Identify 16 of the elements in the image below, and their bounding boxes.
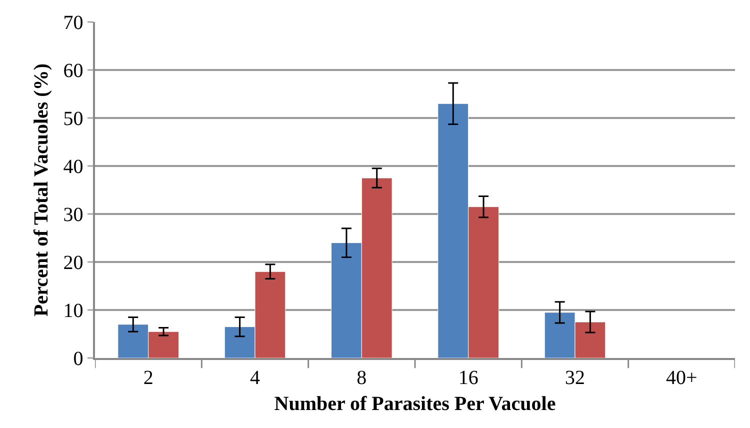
x-tick-label: 2 (143, 366, 154, 389)
x-axis-title: Number of Parasites Per Vacuole (274, 392, 556, 415)
y-axis-title: Percent of Total Vacuoles (%) (30, 64, 52, 316)
y-tick-label: 0 (73, 348, 84, 370)
x-tick-label: 16 (458, 366, 478, 389)
x-tick-label: 8 (356, 366, 367, 389)
y-tick-label: 10 (63, 300, 84, 322)
x-tick-label: 32 (565, 366, 585, 389)
y-tick-label: 50 (63, 108, 84, 130)
y-tick-label: 40 (63, 156, 84, 178)
x-tick-label: 4 (250, 366, 260, 389)
y-tick-label: 20 (63, 252, 84, 274)
y-tick-label: 60 (63, 60, 84, 82)
y-tick-label: 30 (63, 204, 84, 226)
x-tick-label: 40+ (666, 366, 698, 389)
y-tick-label: 70 (63, 12, 84, 34)
